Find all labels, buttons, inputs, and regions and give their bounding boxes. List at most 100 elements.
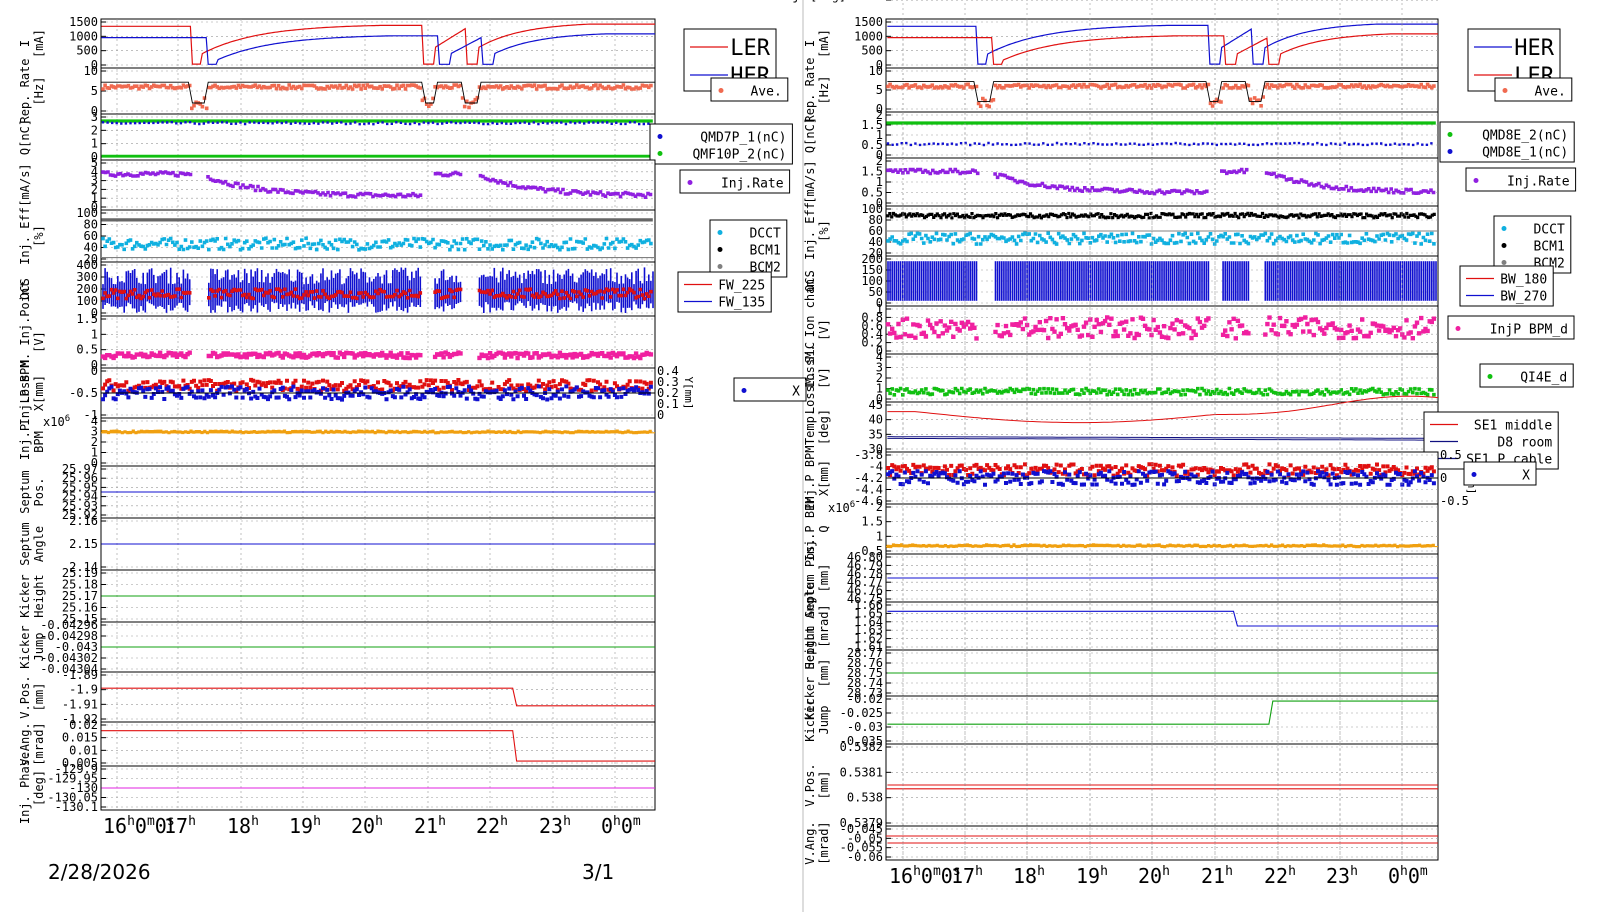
y-axis-label: [mm] bbox=[32, 683, 46, 712]
y-tick-label: 20 bbox=[84, 252, 98, 266]
y-tick-label: 0.538 bbox=[847, 791, 883, 805]
panel-8: 0-0.5-10.40.30.20.10Y[mm]Inj.P BPM X[mm] X bbox=[18, 360, 807, 426]
y-tick-label: 0 bbox=[91, 200, 98, 214]
y-axis-label: BPM bbox=[32, 431, 46, 453]
y-tick-label: -0.04296 bbox=[40, 618, 98, 632]
y-axis-label: X[mm] bbox=[32, 375, 46, 411]
y-tick-label: 0.5 bbox=[861, 186, 883, 200]
y-tick-label: 40 bbox=[869, 235, 883, 249]
y-tick-label: 1.5 bbox=[861, 515, 883, 529]
y-tick-label: 0 bbox=[876, 102, 883, 116]
legend-swatch bbox=[1501, 260, 1507, 265]
y-axis-label: Inj. Eff bbox=[803, 202, 817, 260]
y-tick-label: -4.2 bbox=[854, 471, 883, 485]
y-tick-label: 0.5379 bbox=[840, 816, 883, 830]
y-tick-label: 25.16 bbox=[62, 601, 98, 615]
y-tick-label: 100 bbox=[76, 206, 98, 220]
y-axis-label: Inj.P bbox=[18, 424, 32, 460]
panel-15: -0.02-0.025-0.03-0.035 Kicker Jump bbox=[803, 692, 1439, 748]
legend-swatch bbox=[1455, 326, 1461, 331]
y-tick-label: 200 bbox=[861, 252, 883, 266]
ocs-points bbox=[101, 287, 653, 301]
y-tick-label: 1.61 bbox=[854, 640, 883, 654]
y-axis-label: Jump bbox=[817, 706, 831, 735]
y-axis-label: V.Ang. bbox=[803, 821, 817, 864]
legend-swatch bbox=[657, 134, 663, 139]
legend-swatch bbox=[1501, 226, 1507, 231]
y-tick-label: 28.74 bbox=[847, 676, 883, 690]
y-axis-label: [mrad] bbox=[817, 604, 831, 647]
legend-entry: InjP BPM_d bbox=[1490, 323, 1568, 338]
legend-entry: BW_180 bbox=[1500, 273, 1547, 288]
y-tick-label: 25.97 bbox=[62, 462, 98, 476]
y-tick-label: -1.92 bbox=[62, 712, 98, 726]
y-tick-label: -130.1 bbox=[55, 800, 98, 814]
y-axis-label: OCS bbox=[803, 270, 817, 292]
y-tick-label: 0.8 bbox=[861, 310, 883, 324]
y-axis-label: LossM. SiC bbox=[803, 342, 817, 414]
y-axis-label: Inj. Phase bbox=[18, 752, 32, 824]
legend-entry: BCM1 bbox=[749, 244, 780, 259]
panel-16: -129.9-129.95-130-130.05-130.1 Inj. Phase… bbox=[18, 752, 656, 824]
y-tick-label: 0.5 bbox=[861, 544, 883, 558]
y-tick-label: 25.93 bbox=[62, 499, 98, 513]
y-axis-label: Kicker bbox=[803, 698, 817, 741]
y-axis-label: Rep. Rate bbox=[803, 57, 817, 122]
panel-11: 2.16 2.15 2.14 Septum Angle bbox=[18, 514, 656, 574]
y-tick-label: 0 bbox=[876, 392, 883, 406]
y-tick-label: 28.73 bbox=[847, 686, 883, 700]
legend: BW_180 BW_270 bbox=[1459, 265, 1554, 307]
multiplier-label: x106 bbox=[43, 414, 70, 429]
sic-points bbox=[886, 386, 1436, 397]
x-tick-label: 16h0m0s bbox=[889, 864, 961, 888]
legend-box bbox=[679, 169, 791, 194]
legend-entry: Inj.Rate bbox=[1507, 175, 1570, 190]
y-axis-label: Septum bbox=[18, 522, 32, 565]
temp-se1-pcable bbox=[887, 437, 1438, 441]
y-tick-label: 46.77 bbox=[847, 575, 883, 589]
legend-entry: BW_270 bbox=[1500, 290, 1547, 305]
y-axis-label: I bbox=[18, 40, 32, 47]
y-tick-label: 20 bbox=[869, 246, 883, 260]
y-tick-label: -0.04298 bbox=[40, 629, 98, 643]
legend-box bbox=[1423, 411, 1559, 470]
legend-swatch bbox=[1502, 88, 1508, 93]
y-axis-label: Inj. Eff bbox=[18, 207, 32, 265]
y-axis-label: LossM. Ion cham. bbox=[803, 272, 817, 388]
y-tick-label: 1.5 bbox=[861, 165, 883, 179]
y-tick-label: 2 bbox=[91, 123, 98, 137]
panel-14: -1.89-1.9-1.91-1.92 V.Pos. [mm] bbox=[18, 668, 656, 726]
y-axis-label: [mA] bbox=[817, 29, 831, 58]
y-tick-label: 10 bbox=[84, 64, 98, 78]
y-tick-label: 25.17 bbox=[62, 589, 98, 603]
date-label: 2/28/2026 bbox=[48, 860, 151, 884]
legend-box bbox=[1494, 77, 1573, 102]
y-tick-label: 0.02 bbox=[69, 718, 98, 732]
panel-frame bbox=[885, 401, 1439, 453]
x-tick-label: 20h bbox=[351, 814, 383, 838]
setting-line bbox=[887, 610, 1438, 627]
y-axis-label: Angle bbox=[32, 526, 46, 562]
y2-axis-label: Y[mm] bbox=[682, 376, 695, 409]
y-tick-label: 5 bbox=[91, 84, 98, 98]
charge-points-2 bbox=[886, 141, 1433, 147]
y-tick-label: 1 bbox=[876, 382, 883, 396]
inj-rate-points bbox=[886, 167, 1436, 196]
y-tick-label: -1.91 bbox=[62, 697, 98, 711]
y-tick-label: 60 bbox=[869, 224, 883, 238]
loss-points bbox=[885, 315, 1437, 341]
y-tick-label: -129.95 bbox=[47, 772, 98, 786]
rate-step bbox=[887, 81, 1438, 102]
y-axis-label: [Hz] bbox=[32, 77, 46, 106]
y-tick-label: 150 bbox=[861, 263, 883, 277]
y-tick-label: 2.14 bbox=[69, 560, 98, 574]
y-axis-label: Septum bbox=[18, 470, 32, 513]
